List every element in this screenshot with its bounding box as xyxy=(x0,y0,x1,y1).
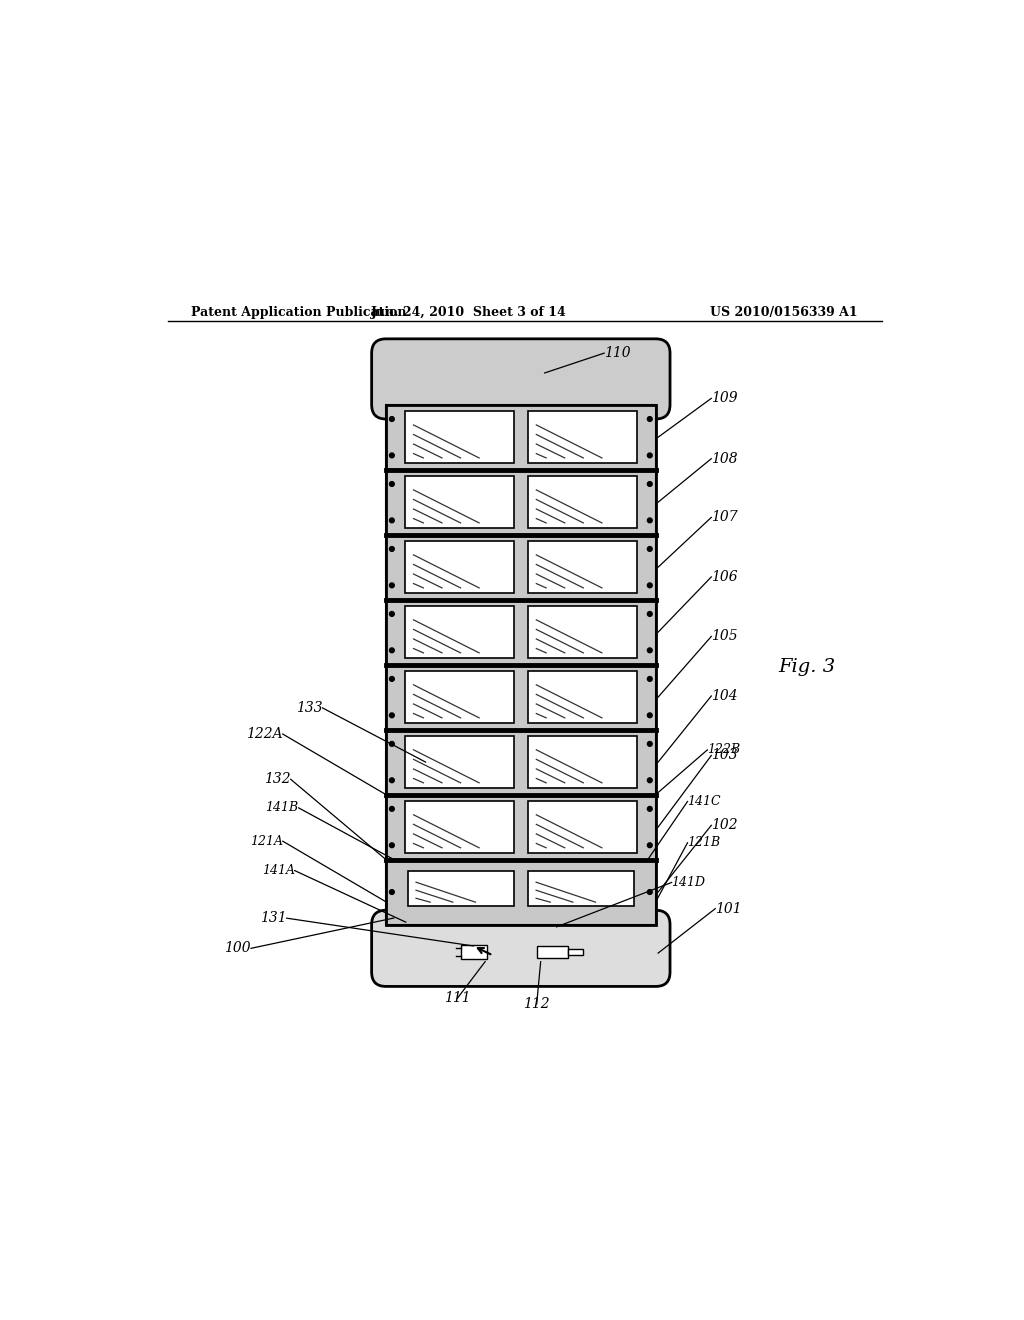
Text: US 2010/0156339 A1: US 2010/0156339 A1 xyxy=(711,305,858,318)
Text: 104: 104 xyxy=(712,689,738,704)
Bar xyxy=(527,477,637,528)
Text: 106: 106 xyxy=(712,570,738,583)
FancyBboxPatch shape xyxy=(372,911,670,986)
Text: 108: 108 xyxy=(712,451,738,466)
Circle shape xyxy=(647,648,652,652)
Circle shape xyxy=(647,453,652,458)
Bar xyxy=(386,730,655,795)
Circle shape xyxy=(647,807,652,812)
Text: 141B: 141B xyxy=(265,801,299,814)
Bar xyxy=(537,946,568,958)
Bar xyxy=(386,405,655,924)
Text: 102: 102 xyxy=(712,818,738,833)
Circle shape xyxy=(647,517,652,523)
Circle shape xyxy=(647,713,652,718)
Text: 132: 132 xyxy=(264,772,291,787)
Text: 112: 112 xyxy=(523,997,550,1011)
Text: 100: 100 xyxy=(224,941,251,956)
Text: 109: 109 xyxy=(712,391,738,405)
Text: 141D: 141D xyxy=(672,876,706,888)
Text: 133: 133 xyxy=(296,701,323,715)
Bar xyxy=(568,949,583,956)
Circle shape xyxy=(389,611,394,616)
Circle shape xyxy=(389,843,394,847)
Bar xyxy=(386,664,655,730)
Bar xyxy=(461,945,486,960)
Bar xyxy=(527,871,634,907)
Text: 131: 131 xyxy=(260,911,287,925)
Circle shape xyxy=(647,677,652,681)
Circle shape xyxy=(389,453,394,458)
Circle shape xyxy=(389,713,394,718)
Circle shape xyxy=(647,482,652,486)
Circle shape xyxy=(389,648,394,652)
Circle shape xyxy=(647,742,652,746)
Bar xyxy=(386,859,655,924)
Circle shape xyxy=(647,611,652,616)
Circle shape xyxy=(647,583,652,587)
Circle shape xyxy=(647,890,652,895)
Text: 121A: 121A xyxy=(250,834,283,847)
Text: 107: 107 xyxy=(712,511,738,524)
Text: 110: 110 xyxy=(604,346,631,360)
Bar xyxy=(527,737,637,788)
Bar xyxy=(404,737,514,788)
Text: 122A: 122A xyxy=(246,727,283,741)
Bar xyxy=(386,795,655,859)
Circle shape xyxy=(647,777,652,783)
Bar xyxy=(408,871,514,907)
Bar xyxy=(404,606,514,659)
Circle shape xyxy=(389,517,394,523)
Bar xyxy=(404,541,514,593)
Bar xyxy=(404,801,514,853)
Text: Fig. 3: Fig. 3 xyxy=(778,657,836,676)
Circle shape xyxy=(389,583,394,587)
Text: 105: 105 xyxy=(712,630,738,643)
Circle shape xyxy=(389,546,394,552)
Circle shape xyxy=(389,482,394,486)
Circle shape xyxy=(389,742,394,746)
Text: 103: 103 xyxy=(712,748,738,763)
Text: 101: 101 xyxy=(715,902,742,916)
Bar xyxy=(404,671,514,723)
Text: 141A: 141A xyxy=(262,865,295,876)
Circle shape xyxy=(389,890,394,895)
Text: 141C: 141C xyxy=(687,795,721,808)
Bar xyxy=(527,606,637,659)
Circle shape xyxy=(647,546,652,552)
Circle shape xyxy=(647,843,652,847)
Bar xyxy=(386,535,655,599)
Text: 111: 111 xyxy=(444,991,471,1006)
Bar xyxy=(386,599,655,664)
Text: 122B: 122B xyxy=(708,743,740,756)
Circle shape xyxy=(389,417,394,421)
Circle shape xyxy=(647,417,652,421)
Circle shape xyxy=(389,777,394,783)
FancyBboxPatch shape xyxy=(372,339,670,418)
Bar xyxy=(386,405,655,470)
Bar xyxy=(527,412,637,463)
Bar xyxy=(404,412,514,463)
Bar xyxy=(386,470,655,535)
Text: Jun. 24, 2010  Sheet 3 of 14: Jun. 24, 2010 Sheet 3 of 14 xyxy=(372,305,567,318)
Bar xyxy=(527,671,637,723)
Text: 121B: 121B xyxy=(687,837,721,849)
Circle shape xyxy=(389,677,394,681)
Bar xyxy=(404,477,514,528)
Text: Patent Application Publication: Patent Application Publication xyxy=(191,305,407,318)
Bar xyxy=(527,541,637,593)
Circle shape xyxy=(389,807,394,812)
Bar xyxy=(527,801,637,853)
